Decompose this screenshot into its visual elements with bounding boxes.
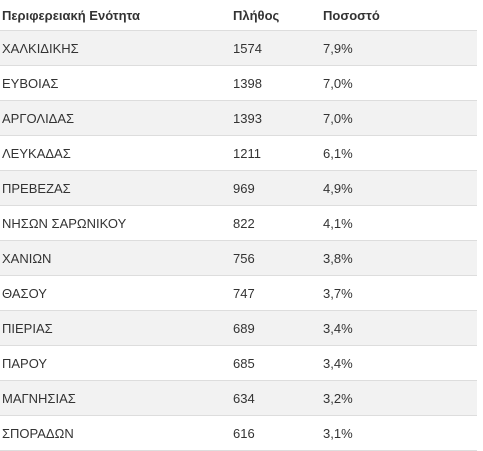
header-row: Περιφερειακή Ενότητα Πλήθος Ποσοστό [0, 0, 477, 31]
cell-region: ΠΙΕΡΙΑΣ [0, 310, 231, 346]
cell-region: ΕΥΒΟΙΑΣ [0, 65, 231, 101]
cell-count: 616 [231, 415, 321, 451]
cell-count: 969 [231, 170, 321, 206]
cell-count: 1574 [231, 30, 321, 66]
header-region: Περιφερειακή Ενότητα [0, 0, 231, 31]
cell-percent: 3,2% [321, 380, 477, 416]
header-count: Πλήθος [231, 0, 321, 31]
table-row: ΠΡΕΒΕΖΑΣ 969 4,9% [0, 170, 477, 206]
cell-region: ΜΑΓΝΗΣΙΑΣ [0, 380, 231, 416]
table-row: ΣΠΟΡΑΔΩΝ 616 3,1% [0, 415, 477, 451]
cell-count: 747 [231, 275, 321, 311]
cell-region: ΣΠΟΡΑΔΩΝ [0, 415, 231, 451]
cell-count: 1398 [231, 65, 321, 101]
table-row: ΠΑΡΟΥ 685 3,4% [0, 345, 477, 381]
table-row: ΘΑΣΟΥ 747 3,7% [0, 275, 477, 311]
table-row: ΜΑΓΝΗΣΙΑΣ 634 3,2% [0, 380, 477, 416]
table-body: ΧΑΛΚΙΔΙΚΗΣ 1574 7,9% ΕΥΒΟΙΑΣ 1398 7,0% Α… [0, 30, 477, 451]
cell-count: 685 [231, 345, 321, 381]
cell-percent: 3,4% [321, 310, 477, 346]
table-header: Περιφερειακή Ενότητα Πλήθος Ποσοστό [0, 0, 477, 31]
cell-region: ΛΕΥΚΑΔΑΣ [0, 135, 231, 171]
table-row: ΠΙΕΡΙΑΣ 689 3,4% [0, 310, 477, 346]
cell-percent: 4,1% [321, 205, 477, 241]
cell-count: 1211 [231, 135, 321, 171]
header-percent: Ποσοστό [321, 0, 477, 31]
table-row: ΕΥΒΟΙΑΣ 1398 7,0% [0, 65, 477, 101]
cell-region: ΠΑΡΟΥ [0, 345, 231, 381]
cell-region: ΠΡΕΒΕΖΑΣ [0, 170, 231, 206]
table-row: ΝΗΣΩΝ ΣΑΡΩΝΙΚΟΥ 822 4,1% [0, 205, 477, 241]
cell-count: 756 [231, 240, 321, 276]
table-row: ΛΕΥΚΑΔΑΣ 1211 6,1% [0, 135, 477, 171]
cell-count: 1393 [231, 100, 321, 136]
cell-count: 822 [231, 205, 321, 241]
cell-percent: 4,9% [321, 170, 477, 206]
table-row: ΧΑΝΙΩΝ 756 3,8% [0, 240, 477, 276]
cell-percent: 6,1% [321, 135, 477, 171]
cell-region: ΑΡΓΟΛΙΔΑΣ [0, 100, 231, 136]
cell-percent: 3,1% [321, 415, 477, 451]
cell-percent: 7,0% [321, 100, 477, 136]
cell-percent: 3,7% [321, 275, 477, 311]
cell-percent: 7,9% [321, 30, 477, 66]
table-row: ΧΑΛΚΙΔΙΚΗΣ 1574 7,9% [0, 30, 477, 66]
cell-count: 689 [231, 310, 321, 346]
cell-region: ΝΗΣΩΝ ΣΑΡΩΝΙΚΟΥ [0, 205, 231, 241]
cell-region: ΘΑΣΟΥ [0, 275, 231, 311]
cell-region: ΧΑΛΚΙΔΙΚΗΣ [0, 30, 231, 66]
cell-percent: 7,0% [321, 65, 477, 101]
cell-percent: 3,8% [321, 240, 477, 276]
table-row: ΑΡΓΟΛΙΔΑΣ 1393 7,0% [0, 100, 477, 136]
cell-percent: 3,4% [321, 345, 477, 381]
cell-region: ΧΑΝΙΩΝ [0, 240, 231, 276]
cell-count: 634 [231, 380, 321, 416]
